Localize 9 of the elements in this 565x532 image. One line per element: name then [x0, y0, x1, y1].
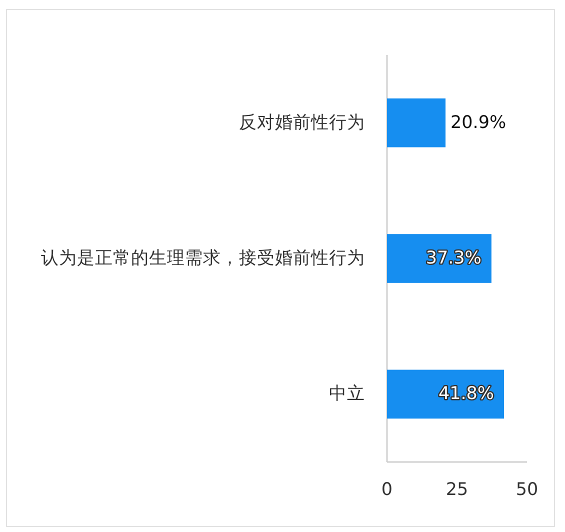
x-tick-label: 25	[446, 480, 468, 500]
data-label: 41.8%	[438, 384, 494, 404]
y-tick-label: 反对婚前性行为	[239, 112, 365, 133]
data-label: 37.3%	[426, 248, 482, 268]
x-tick-label: 50	[516, 480, 538, 500]
x-tick-label: 0	[381, 480, 393, 500]
data-label: 20.9%	[450, 112, 506, 133]
y-tick-label: 中立	[329, 383, 365, 404]
y-tick-label: 认为是正常的生理需求，接受婚前性行为	[41, 248, 365, 268]
